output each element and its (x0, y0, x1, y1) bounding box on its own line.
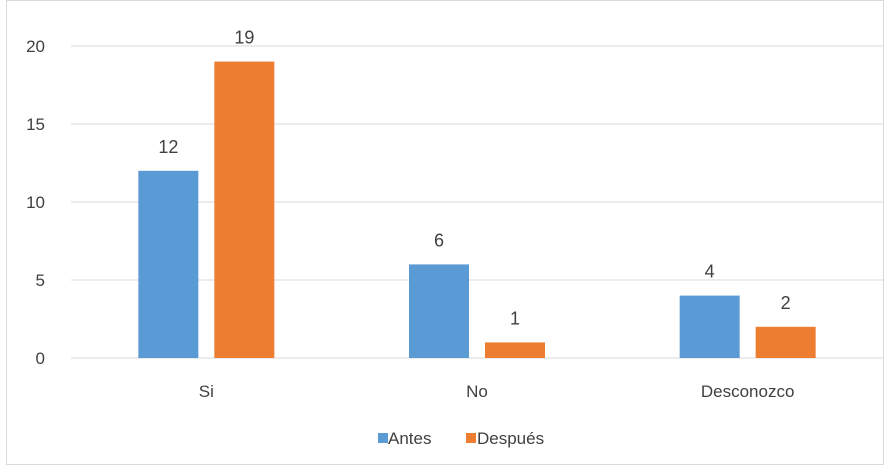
data-labels: 12 19 6 1 4 2 (158, 28, 790, 329)
data-label: 2 (781, 293, 791, 313)
bar-antes-si (138, 170, 199, 358)
legend-label: Antes (388, 429, 431, 448)
bar-antes-desconozco (679, 295, 740, 358)
x-category-label: No (466, 382, 488, 401)
bars (138, 61, 816, 358)
bar-despus-no (485, 342, 545, 358)
y-tick-label: 10 (26, 193, 45, 212)
data-label: 6 (434, 230, 444, 250)
legend-swatch (466, 433, 476, 443)
data-label: 12 (158, 137, 178, 157)
y-tick-label: 5 (36, 271, 45, 290)
bar-antes-no (409, 264, 469, 358)
y-tick-label: 20 (26, 37, 45, 56)
x-category-label: Si (199, 382, 214, 401)
y-tick-label: 15 (26, 115, 45, 134)
data-label: 4 (705, 262, 715, 282)
legend-swatch (378, 433, 388, 443)
legend-label: Después (477, 429, 544, 448)
y-tick-label: 0 (36, 349, 45, 368)
bar-chart: 0 5 10 15 20 12 19 6 1 4 2 Si No Desconozco Antes De… (26, 28, 883, 448)
bar-despus-si (214, 61, 275, 358)
legend: Antes Después (378, 429, 544, 448)
x-category-label: Desconozco (701, 382, 795, 401)
chart-frame: 0 5 10 15 20 12 19 6 1 4 2 Si No Desconozco Antes De… (6, 0, 884, 465)
x-axis-category-labels: Si No Desconozco (199, 382, 795, 401)
bar-despus-desconozco (755, 326, 816, 358)
data-label: 19 (234, 28, 254, 48)
data-label: 1 (510, 308, 520, 328)
y-axis-tick-labels: 0 5 10 15 20 (26, 37, 45, 368)
gridlines (71, 45, 883, 359)
